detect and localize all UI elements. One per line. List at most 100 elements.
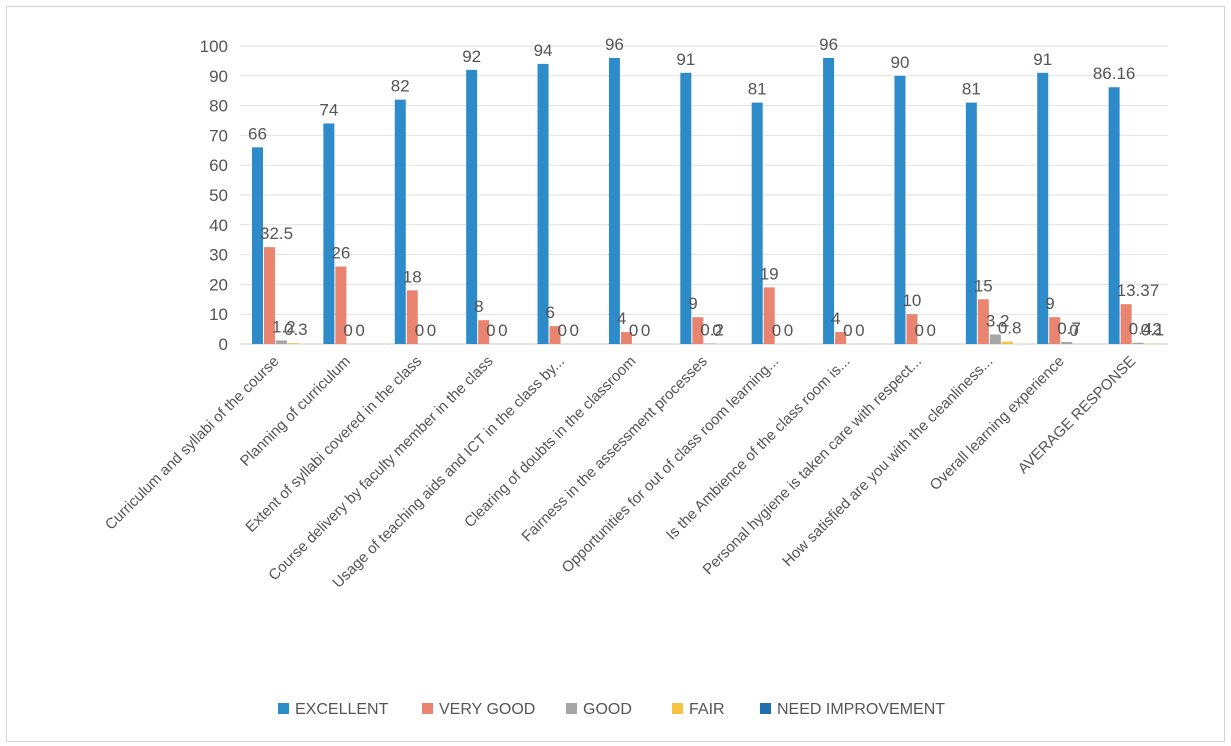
data-label: 86.16 xyxy=(1093,64,1136,83)
category-label: AVERAGE RESPONSE xyxy=(1015,353,1139,477)
data-label: 0.2 xyxy=(700,320,724,339)
data-label: 4 xyxy=(617,309,626,328)
data-label: 0 xyxy=(486,321,495,340)
data-label: 81 xyxy=(748,80,767,99)
y-tick-label: 70 xyxy=(209,126,228,145)
data-label: 96 xyxy=(819,35,838,54)
bar-excellent xyxy=(608,57,620,345)
legend-label: EXCELLENT xyxy=(295,701,389,718)
gridlines xyxy=(240,45,1168,345)
data-label: 0 xyxy=(343,321,352,340)
data-label: 3.2 xyxy=(986,311,1010,330)
data-label: 90 xyxy=(891,53,910,72)
y-tick-label: 10 xyxy=(209,305,228,324)
data-label: 91 xyxy=(1033,50,1052,69)
data-label: 9 xyxy=(1045,294,1054,313)
x-axis-categories: Curriculum and syllabi of the coursePlan… xyxy=(102,353,1139,592)
data-label: 15 xyxy=(974,276,993,295)
category-label: Overall learning experience xyxy=(927,353,1068,494)
bar-good xyxy=(989,334,1001,344)
data-label: 0 xyxy=(498,321,507,340)
legend: EXCELLENT VERY GOOD GOOD FAIR NEED IMPROVEME… xyxy=(278,701,945,718)
legend-label: VERY GOOD xyxy=(439,701,535,718)
legend-label: NEED IMPROVEMENT xyxy=(777,701,945,718)
bar-excellent xyxy=(323,123,335,344)
data-label: 10 xyxy=(902,291,921,310)
legend-swatch xyxy=(672,703,683,714)
data-label: 0.42 xyxy=(1129,320,1162,339)
data-label: 0 xyxy=(570,321,579,340)
y-tick-label: 50 xyxy=(209,186,228,205)
y-tick-label: 20 xyxy=(209,275,228,294)
y-tick-label: 40 xyxy=(209,216,228,235)
bar-excellent xyxy=(466,69,478,344)
bar-fair xyxy=(1001,341,1013,344)
data-label: 0 xyxy=(415,321,424,340)
legend-label: FAIR xyxy=(689,701,725,718)
legend-swatch xyxy=(422,703,433,714)
data-label: 9 xyxy=(688,294,697,313)
bar-very-good xyxy=(549,326,561,344)
data-label: 0 xyxy=(427,321,436,340)
y-tick-label: 60 xyxy=(209,156,228,175)
data-label: 0 xyxy=(558,321,567,340)
data-label: 91 xyxy=(676,50,695,69)
bar-excellent xyxy=(965,102,977,345)
data-label: 0 xyxy=(641,321,650,340)
bar-excellent xyxy=(894,75,906,345)
data-label: 94 xyxy=(534,41,553,60)
bar-excellent xyxy=(252,147,263,344)
bar-good xyxy=(276,340,287,344)
bar-excellent xyxy=(394,99,406,344)
data-label: 0.3 xyxy=(284,320,308,339)
bar-very-good xyxy=(406,290,418,344)
bars xyxy=(252,57,1156,345)
legend-swatch xyxy=(278,703,289,714)
y-tick-label: 0 xyxy=(219,335,228,354)
data-label: 0 xyxy=(712,321,721,340)
data-label: 18 xyxy=(403,267,422,286)
data-label: 82 xyxy=(391,77,410,96)
bar-very-good xyxy=(478,320,490,344)
data-label: 32.5 xyxy=(260,224,293,243)
data-label: 1.2 xyxy=(272,317,296,336)
data-label: 0.1 xyxy=(1141,321,1165,340)
bar-very-good xyxy=(264,247,275,344)
bar-excellent xyxy=(537,63,549,344)
data-label: 0 xyxy=(1069,321,1078,340)
bar-good xyxy=(704,343,716,344)
bar-excellent xyxy=(680,72,692,344)
y-tick-label: 100 xyxy=(200,37,228,56)
bar-very-good xyxy=(906,314,918,344)
bar-good xyxy=(1132,342,1144,344)
data-label: 0 xyxy=(629,321,638,340)
data-label: 0 xyxy=(843,321,852,340)
data-label: 81 xyxy=(962,80,981,99)
legend-label: GOOD xyxy=(583,701,632,718)
data-label: 6 xyxy=(546,303,555,322)
bar-very-good xyxy=(763,287,775,344)
bar-very-good xyxy=(977,299,989,344)
data-label: 0 xyxy=(914,321,923,340)
bar-good xyxy=(1061,341,1073,344)
data-label: 0 xyxy=(784,321,793,340)
data-label: 19 xyxy=(760,264,779,283)
legend-swatch xyxy=(566,703,577,714)
bar-very-good xyxy=(692,317,704,344)
bar-excellent xyxy=(751,102,763,345)
data-label: 13.37 xyxy=(1117,281,1160,300)
data-label: 0.7 xyxy=(1057,319,1081,338)
bar-excellent xyxy=(1037,72,1049,344)
y-tick-label: 90 xyxy=(209,67,228,86)
data-label: 26 xyxy=(331,244,350,263)
data-label: 0.8 xyxy=(998,319,1022,338)
bar-very-good xyxy=(1049,317,1061,344)
bar-very-good xyxy=(620,332,632,344)
y-tick-label: 30 xyxy=(209,246,228,265)
data-label: 92 xyxy=(462,47,481,66)
data-label: 66 xyxy=(248,124,267,143)
bar-fair xyxy=(288,343,299,344)
bar-very-good xyxy=(835,332,847,344)
